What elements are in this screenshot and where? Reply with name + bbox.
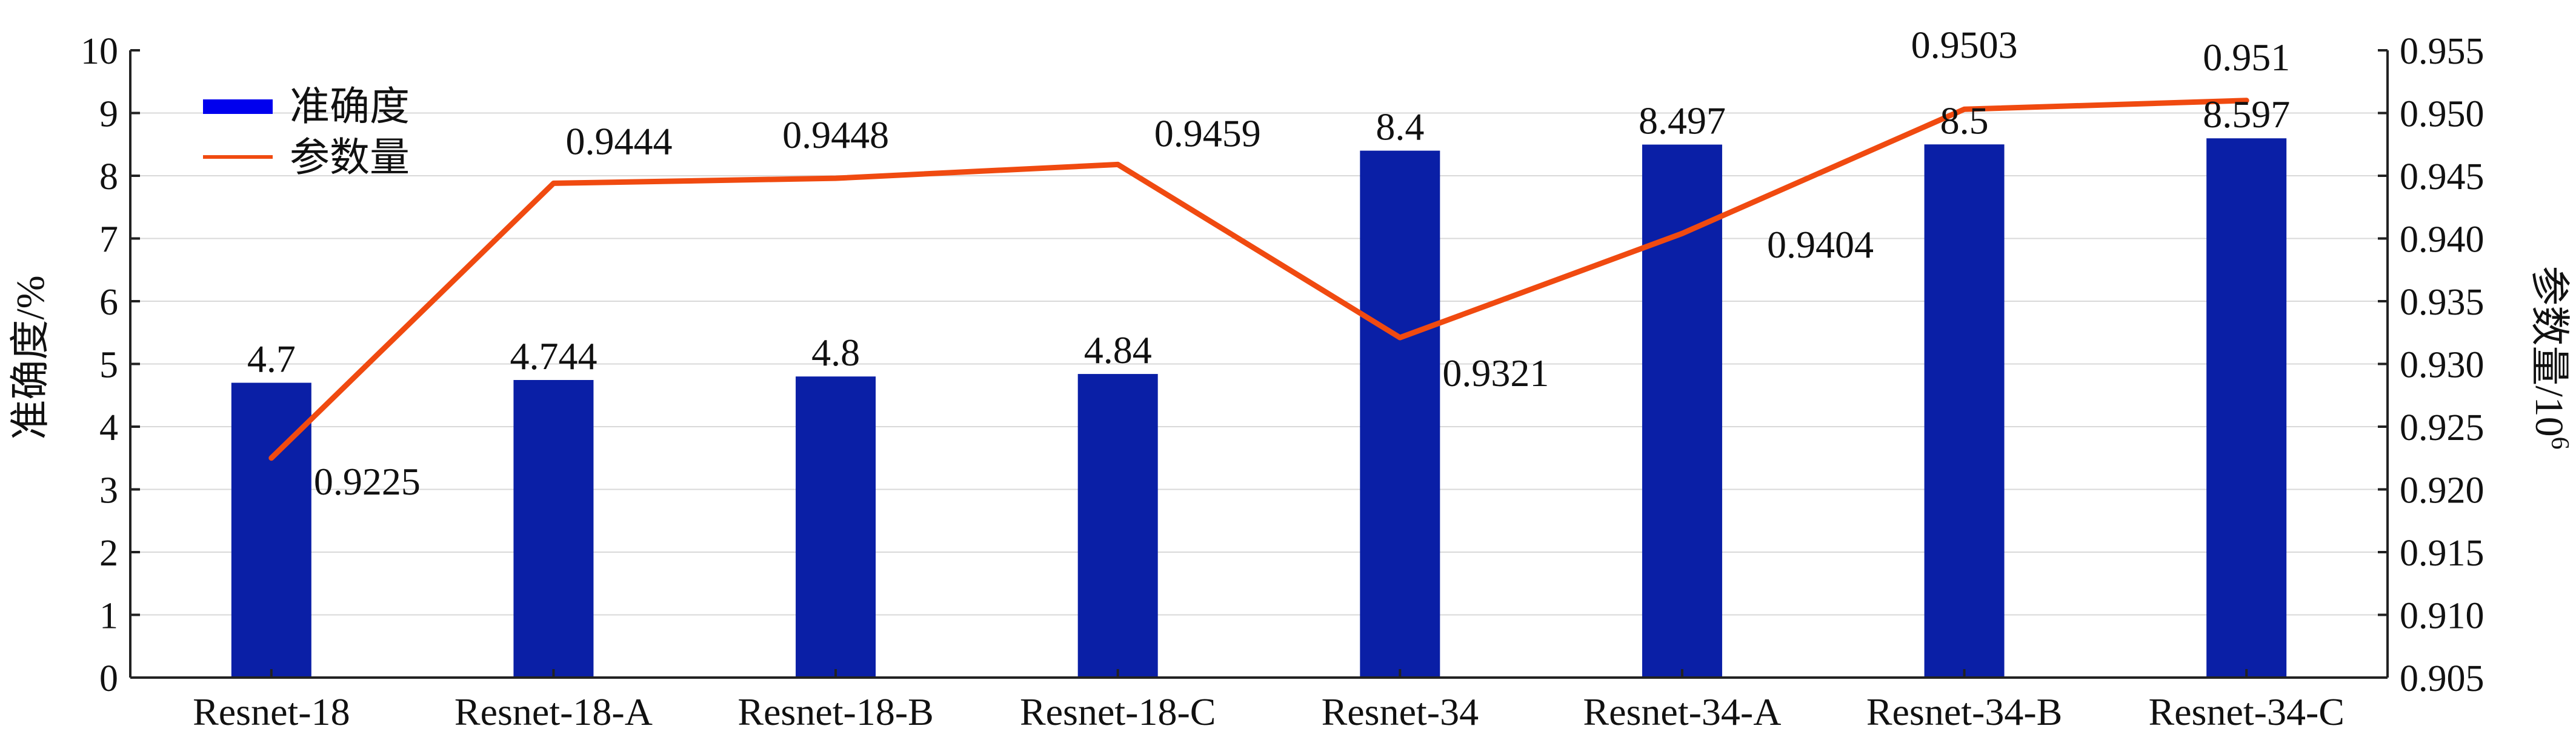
y-left-tick-label: 3	[99, 470, 118, 512]
bar-accuracy	[513, 379, 594, 678]
y-right-tick-label: 0.930	[2400, 345, 2484, 386]
y-right-tick-label: 0.925	[2400, 407, 2484, 448]
y-left-tick-label: 9	[99, 94, 118, 135]
x-tick-label: Resnet-34-C	[2148, 690, 2345, 733]
line-data-label: 0.9503	[1911, 23, 2018, 66]
bar-accuracy	[1360, 150, 1440, 678]
bar-accuracy	[1077, 374, 1158, 678]
bar-data-label: 8.4	[1376, 105, 1424, 148]
bar-data-label: 8.497	[1639, 99, 1726, 142]
bar-data-label: 4.7	[247, 338, 296, 381]
data-labels: 4.7 4.744 4.8 4.84 8.4 8.497 8.5 8.597 0.9225 0.9…	[247, 23, 2290, 502]
gridlines	[130, 112, 2388, 616]
params-line-path	[268, 98, 2249, 461]
y-right-axis-title: 参数量/106	[2526, 265, 2574, 449]
y-left-tick-label: 10	[81, 31, 118, 72]
bar-data-label: 4.744	[510, 335, 597, 378]
bar-data-label: 4.8	[811, 331, 860, 374]
y-right-tick-label: 0.920	[2400, 470, 2484, 512]
y-right-tick-label: 0.905	[2400, 658, 2484, 699]
y-right-tick-label: 0.955	[2400, 31, 2484, 72]
bar-data-label: 8.5	[1940, 99, 1989, 142]
y-left-tick-label: 1	[99, 596, 118, 637]
line-data-label: 0.951	[2203, 36, 2290, 79]
y-right-tick-label: 0.935	[2400, 282, 2484, 323]
y-right-tick-label: 0.940	[2400, 219, 2484, 261]
y-right-tick-label: 0.910	[2400, 596, 2484, 637]
line-data-label: 0.9444	[565, 119, 672, 162]
y-left-tick-label: 6	[99, 282, 118, 323]
x-tick-label: Resnet-34-B	[1866, 690, 2063, 733]
y-left-tick-label: 8	[99, 156, 118, 198]
x-tick-label: Resnet-34-A	[1583, 690, 1781, 733]
x-tick-label: Resnet-18-A	[454, 690, 653, 733]
bar-accuracy	[1924, 144, 2005, 678]
legend-swatch-accuracy	[203, 99, 273, 114]
y-left-tick-label: 7	[99, 219, 118, 261]
y-right-tick-label: 0.950	[2400, 94, 2484, 135]
legend: 准确度 参数量	[203, 83, 410, 181]
legend-label-params: 参数量	[290, 134, 410, 181]
bar-accuracy	[1642, 144, 1722, 678]
accuracy-bars	[231, 138, 2287, 678]
line-data-label: 0.9225	[314, 460, 421, 503]
x-tick-label: Resnet-18-C	[1020, 690, 1216, 733]
legend-label-accuracy: 准确度	[290, 83, 410, 130]
x-tick-label: Resnet-18-B	[737, 690, 934, 733]
y-left-tick-label: 2	[99, 533, 118, 574]
bar-data-label: 4.84	[1084, 328, 1152, 372]
y-left-axis-title: 准确度/%	[7, 275, 53, 439]
y-left-tick-label: 0	[99, 658, 118, 699]
bar-accuracy	[796, 376, 876, 678]
y-right-tick-label: 0.945	[2400, 156, 2484, 198]
y-right-tick-label: 0.915	[2400, 533, 2484, 574]
line-data-label: 0.9459	[1154, 112, 1261, 155]
bar-accuracy	[2206, 138, 2287, 678]
line-data-label: 0.9321	[1442, 352, 1549, 395]
bar-data-label: 8.597	[2203, 93, 2290, 136]
params-line	[268, 98, 2249, 461]
axes: 0 1 2 3 4 5 6 7 8 9 10 0.905 0.910 0.915 0.920 0.925 0.9…	[81, 31, 2484, 733]
y-left-tick-label: 5	[99, 345, 118, 386]
x-tick-label: Resnet-18	[193, 690, 350, 733]
y-left-tick-label: 4	[99, 407, 118, 448]
line-data-label: 0.9404	[1767, 223, 1874, 266]
line-data-label: 0.9448	[782, 113, 889, 156]
x-tick-label: Resnet-34	[1322, 690, 1479, 733]
